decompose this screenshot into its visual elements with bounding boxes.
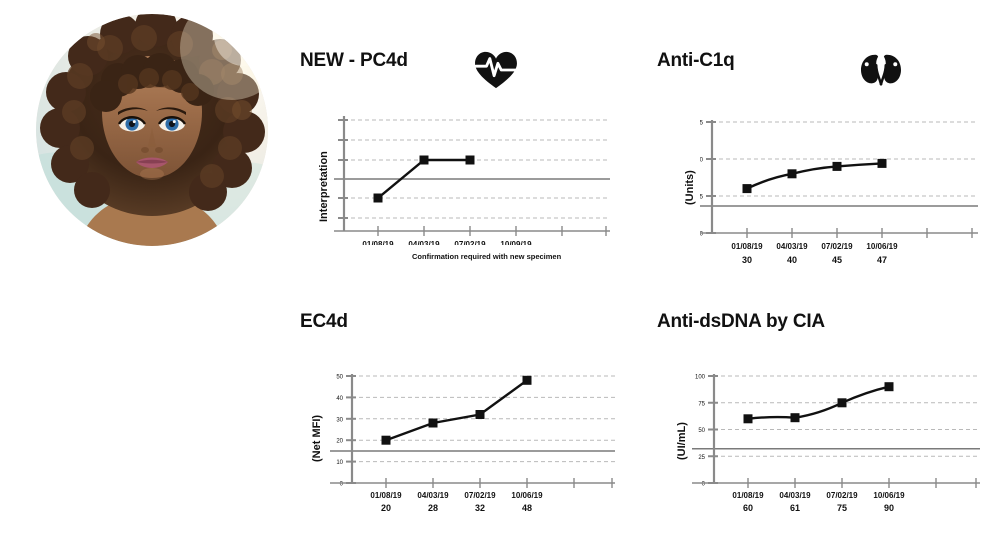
gridlines bbox=[712, 121, 978, 197]
chart-ylabel-ec4d: (Net MFI) bbox=[311, 414, 323, 462]
y-tick-label: 0 bbox=[702, 482, 706, 488]
chart-ylabel-dsdna: (UI/mL) bbox=[676, 422, 688, 460]
x-tick-label: 07/02/19 bbox=[821, 242, 853, 251]
x-tick-labels: 01/08/19 04/03/19 07/02/19 10/06/19 bbox=[732, 491, 905, 500]
x-tick-label: 04/03/19 bbox=[408, 240, 440, 245]
chart-ylabel-antic1q: (Units) bbox=[684, 170, 696, 205]
y-tick-label: 25 bbox=[700, 195, 704, 201]
chart-footnote-pc4d: Confirmation required with new specimen bbox=[412, 252, 562, 261]
chart-title-antic1q: Anti-C1q bbox=[657, 50, 735, 71]
x-value-label: 28 bbox=[428, 503, 438, 513]
chart-plot-antic1q: 75 50 25 0 01/08/19 04/03/19 07/02/19 10… bbox=[700, 114, 978, 254]
y-tick-label: 40 bbox=[336, 396, 343, 402]
x-value-label: 47 bbox=[877, 255, 887, 265]
chart-title-pc4d: NEW - PC4d bbox=[300, 50, 408, 71]
y-tick-label: 100 bbox=[695, 375, 706, 381]
x-tick-labels: 01/08/19 04/03/19 07/02/19 10/06/19 bbox=[731, 242, 898, 251]
chart-values-antic1q: 30 40 45 47 bbox=[700, 252, 978, 268]
chart-values-ec4d: 20 28 32 48 bbox=[330, 500, 615, 516]
gridlines bbox=[344, 119, 610, 219]
x-tick-label: 07/02/19 bbox=[826, 491, 858, 500]
chart-plot-pc4d: + - 01/08/19 04/03/19 07/02/19 10/09/19 bbox=[334, 110, 610, 245]
x-ticks bbox=[385, 478, 613, 488]
x-tick-label: 01/08/19 bbox=[732, 491, 764, 500]
y-tick-label: 50 bbox=[700, 158, 704, 164]
gridlines bbox=[352, 375, 615, 463]
y-tick-label: 25 bbox=[698, 455, 705, 461]
x-tick-labels: 01/08/19 04/03/19 07/02/19 10/06/19 bbox=[370, 491, 543, 500]
chart-panel-pc4d: NEW - PC4d bbox=[300, 50, 408, 72]
chart-panel-antic1q: Anti-C1q bbox=[657, 50, 735, 72]
x-value-label: 61 bbox=[790, 503, 800, 513]
chart-panel-ec4d: EC4d bbox=[300, 311, 348, 333]
x-tick-label: 04/03/19 bbox=[776, 242, 808, 251]
y-tick-labels: 75 50 25 0 bbox=[700, 121, 704, 238]
x-tick-labels: 01/08/19 04/03/19 07/02/19 10/09/19 bbox=[362, 240, 532, 245]
x-tick-label: 10/09/19 bbox=[500, 240, 532, 245]
y-tick-label: 0 bbox=[340, 482, 344, 488]
y-ticks bbox=[338, 119, 348, 219]
y-tick-labels: 100 75 50 25 0 bbox=[695, 375, 706, 488]
data-markers bbox=[381, 375, 532, 445]
data-markers bbox=[743, 382, 894, 424]
x-value-label: 90 bbox=[884, 503, 894, 513]
gridlines bbox=[714, 375, 980, 457]
y-tick-label: 50 bbox=[336, 375, 343, 381]
x-value-label: 60 bbox=[743, 503, 753, 513]
x-tick-label: 10/06/19 bbox=[511, 491, 543, 500]
x-value-label: 30 bbox=[742, 255, 752, 265]
data-markers bbox=[373, 155, 475, 203]
data-line bbox=[746, 162, 883, 190]
x-ticks bbox=[747, 478, 977, 488]
x-value-labels: 20 28 32 48 bbox=[381, 503, 532, 513]
chart-ylabel-pc4d: Interpretation bbox=[318, 151, 330, 222]
x-ticks bbox=[746, 228, 973, 238]
x-tick-label: 04/03/19 bbox=[779, 491, 811, 500]
x-value-labels: 60 61 75 90 bbox=[743, 503, 894, 513]
kidneys-icon bbox=[858, 50, 904, 90]
heart-pulse-icon bbox=[473, 50, 519, 90]
chart-values-dsdna: 60 61 75 90 bbox=[692, 500, 980, 516]
portrait-image bbox=[36, 14, 268, 246]
x-tick-label: 07/02/19 bbox=[464, 491, 496, 500]
data-line bbox=[385, 379, 528, 442]
chart-plot-ec4d: 50 40 30 20 10 0 01/08/19 04/03/19 07 bbox=[330, 370, 615, 500]
x-tick-label: 04/03/19 bbox=[417, 491, 449, 500]
y-tick-label: 20 bbox=[336, 439, 343, 445]
x-value-label: 45 bbox=[832, 255, 842, 265]
y-tick-label: 30 bbox=[336, 417, 343, 423]
data-line bbox=[747, 385, 890, 420]
x-tick-label: 07/02/19 bbox=[454, 240, 486, 245]
y-tick-labels: 50 40 30 20 10 0 bbox=[336, 375, 343, 488]
chart-panel-dsdna: Anti-dsDNA by CIA bbox=[657, 311, 825, 333]
y-tick-label: 75 bbox=[700, 121, 704, 127]
data-markers bbox=[742, 158, 887, 194]
x-tick-label: 01/08/19 bbox=[731, 242, 763, 251]
chart-title-ec4d: EC4d bbox=[300, 311, 348, 332]
y-tick-label: 10 bbox=[336, 460, 343, 466]
x-tick-label: 01/08/19 bbox=[370, 491, 402, 500]
x-tick-label: 10/06/19 bbox=[873, 491, 905, 500]
y-tick-label: 0 bbox=[700, 232, 704, 238]
chart-plot-dsdna: 100 75 50 25 0 01/08/19 04/03/19 07/02/1… bbox=[692, 370, 980, 500]
y-tick-label: 50 bbox=[698, 428, 705, 434]
x-ticks bbox=[377, 226, 607, 236]
x-value-labels: 30 40 45 47 bbox=[742, 255, 887, 265]
chart-title-dsdna: Anti-dsDNA by CIA bbox=[657, 311, 825, 332]
x-value-label: 40 bbox=[787, 255, 797, 265]
x-tick-label: 01/08/19 bbox=[362, 240, 394, 245]
x-tick-label: 10/06/19 bbox=[866, 242, 898, 251]
x-value-label: 20 bbox=[381, 503, 391, 513]
x-value-label: 48 bbox=[522, 503, 532, 513]
patient-portrait bbox=[36, 14, 268, 246]
y-tick-label: 75 bbox=[698, 401, 705, 407]
x-value-label: 32 bbox=[475, 503, 485, 513]
x-value-label: 75 bbox=[837, 503, 847, 513]
